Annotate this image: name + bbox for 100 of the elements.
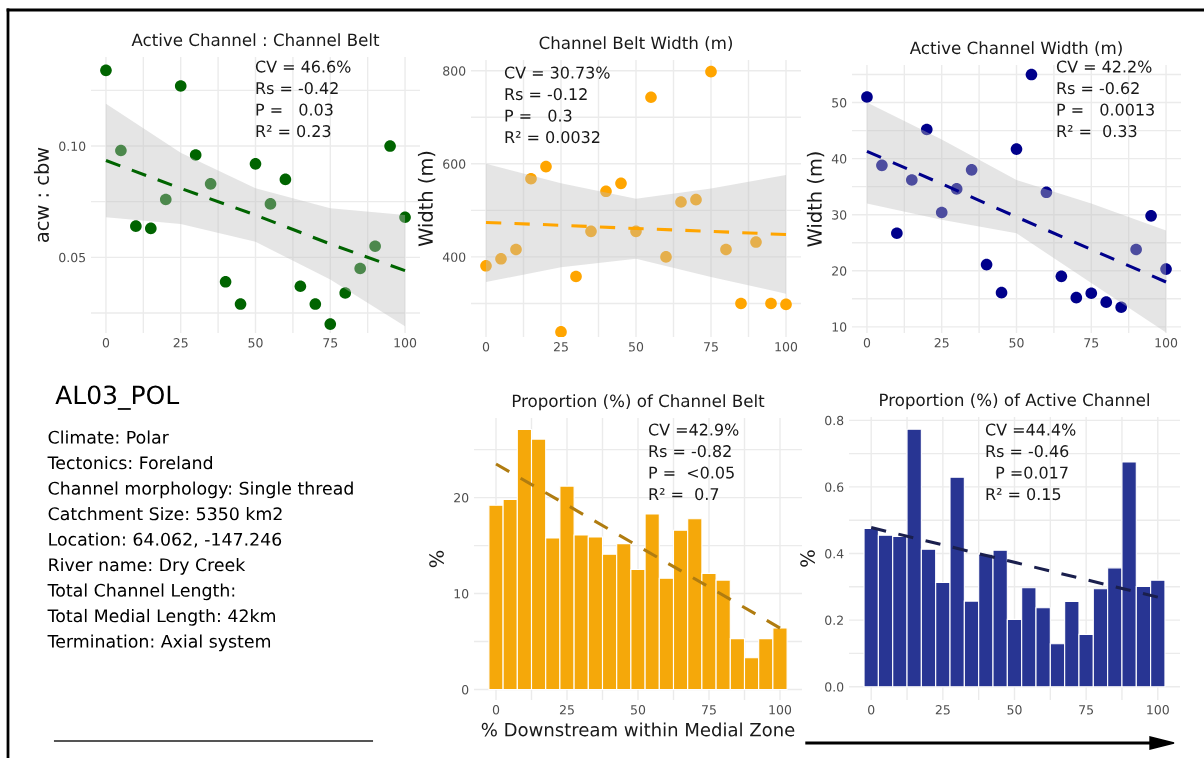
point — [750, 236, 762, 248]
y-axis-title: % — [429, 550, 444, 568]
point — [980, 258, 993, 271]
point — [234, 298, 247, 310]
y-tick-label: 20 — [454, 493, 469, 503]
point — [1070, 291, 1083, 304]
annotation: Rs = -0.82 — [649, 445, 731, 458]
y-tick-label: 0.2 — [825, 615, 843, 626]
point — [585, 225, 597, 238]
chart-title: Active Channel Width (m) — [909, 41, 1122, 57]
point — [995, 286, 1008, 299]
x-tick-label: 75 — [704, 342, 718, 352]
point — [935, 206, 948, 219]
point — [600, 185, 612, 198]
annotation: P = 0.0013 — [1057, 103, 1154, 116]
annotation: R² = 0.0032 — [505, 131, 600, 144]
point — [324, 318, 337, 330]
annotation: P = 0.03 — [256, 103, 333, 116]
point — [965, 164, 978, 176]
point — [570, 270, 582, 283]
point — [495, 252, 507, 265]
x-tick-label: 50 — [248, 338, 263, 348]
x-tick-label: 100 — [769, 705, 792, 715]
x-tick-label: 25 — [935, 705, 950, 715]
point — [174, 80, 187, 92]
y-axis-title: Width (m) — [806, 152, 825, 247]
point — [130, 220, 142, 232]
text: Location: 64.062, -147.246 — [49, 532, 282, 548]
chart-title: Proportion (%) of Channel Belt — [512, 394, 765, 411]
text: Total Channel Length: — [47, 583, 235, 601]
y-tick-label: 400 — [442, 252, 466, 262]
annotation: P =0.017 — [996, 466, 1068, 479]
x-tick-label: 50 — [1009, 338, 1024, 348]
point — [861, 91, 873, 103]
line-series — [104, 158, 407, 273]
text: Tectonics: Foreland — [47, 455, 213, 470]
annotation: CV =42.9% — [648, 423, 739, 436]
point — [339, 287, 352, 299]
y-tick-label: 10 — [454, 589, 469, 599]
annotation: Rs = -0.12 — [505, 88, 587, 101]
y-tick-label: 0.10 — [59, 141, 86, 151]
x-tick-label: 75 — [1079, 705, 1094, 715]
point — [480, 259, 492, 272]
x-tick-label: 25 — [559, 705, 574, 715]
chart-title: Proportion (%) of Active Channel — [880, 393, 1149, 410]
y-tick-label: 600 — [443, 159, 466, 169]
chart-title: Active Channel : Channel Belt — [131, 33, 380, 47]
x-tick-label: 100 — [1147, 705, 1169, 715]
point — [1040, 186, 1053, 199]
point — [690, 193, 702, 206]
point — [906, 174, 918, 186]
point — [399, 211, 411, 224]
point — [264, 198, 277, 210]
x-tick-label: 0 — [482, 342, 490, 352]
text: Total Medial Length: 42km — [47, 608, 275, 626]
text: AL03_POL — [55, 385, 180, 410]
point — [100, 64, 112, 77]
y-tick-label: 0.0 — [825, 682, 844, 692]
chart-title: Channel Belt Width (m) — [539, 36, 732, 52]
y-tick-label: 40 — [831, 154, 847, 164]
point — [219, 276, 232, 288]
point — [675, 196, 687, 208]
y-tick-label: 10 — [832, 322, 847, 332]
point — [705, 65, 717, 78]
x-tick-label: 100 — [394, 338, 417, 348]
point — [735, 297, 747, 310]
y-tick-label: 30 — [832, 210, 847, 220]
text: Catchment Size: 5350 km2 — [48, 506, 282, 521]
y-tick-label: 0.4 — [825, 548, 844, 559]
text: Climate: Polar — [48, 430, 169, 444]
x-tick-label: 25 — [934, 338, 949, 348]
x-tick-label: 75 — [1084, 338, 1099, 348]
point — [1085, 287, 1098, 299]
annotation: R² = 0.7 — [649, 488, 719, 501]
point — [369, 240, 381, 252]
x-tick-label: 50 — [629, 342, 644, 352]
text: Termination: Axial system — [47, 634, 271, 652]
annotation: Rs = -0.46 — [986, 445, 1069, 458]
annotation: P = <0.05 — [649, 466, 734, 479]
y-tick-label: 800 — [443, 66, 466, 76]
annotation: Rs = -0.62 — [1057, 82, 1139, 95]
x-tick-label: 100 — [1155, 338, 1178, 348]
point — [1115, 301, 1127, 314]
point — [920, 123, 933, 136]
point — [309, 298, 322, 310]
x-tick-label: 50 — [1007, 705, 1022, 715]
x-tick-label: 75 — [702, 705, 716, 715]
point — [279, 173, 292, 186]
point — [891, 227, 903, 240]
point — [876, 159, 888, 172]
y-axis-title: Width (m) — [417, 151, 436, 247]
point — [384, 140, 396, 152]
point — [1160, 263, 1172, 275]
x-tick-label: 0 — [492, 705, 500, 715]
x-tick-label: 0 — [102, 338, 110, 348]
point — [1055, 270, 1068, 283]
point — [645, 91, 657, 104]
point — [204, 178, 217, 190]
y-tick-label: 0 — [462, 684, 469, 695]
annotation: CV = 46.6% — [255, 60, 351, 73]
